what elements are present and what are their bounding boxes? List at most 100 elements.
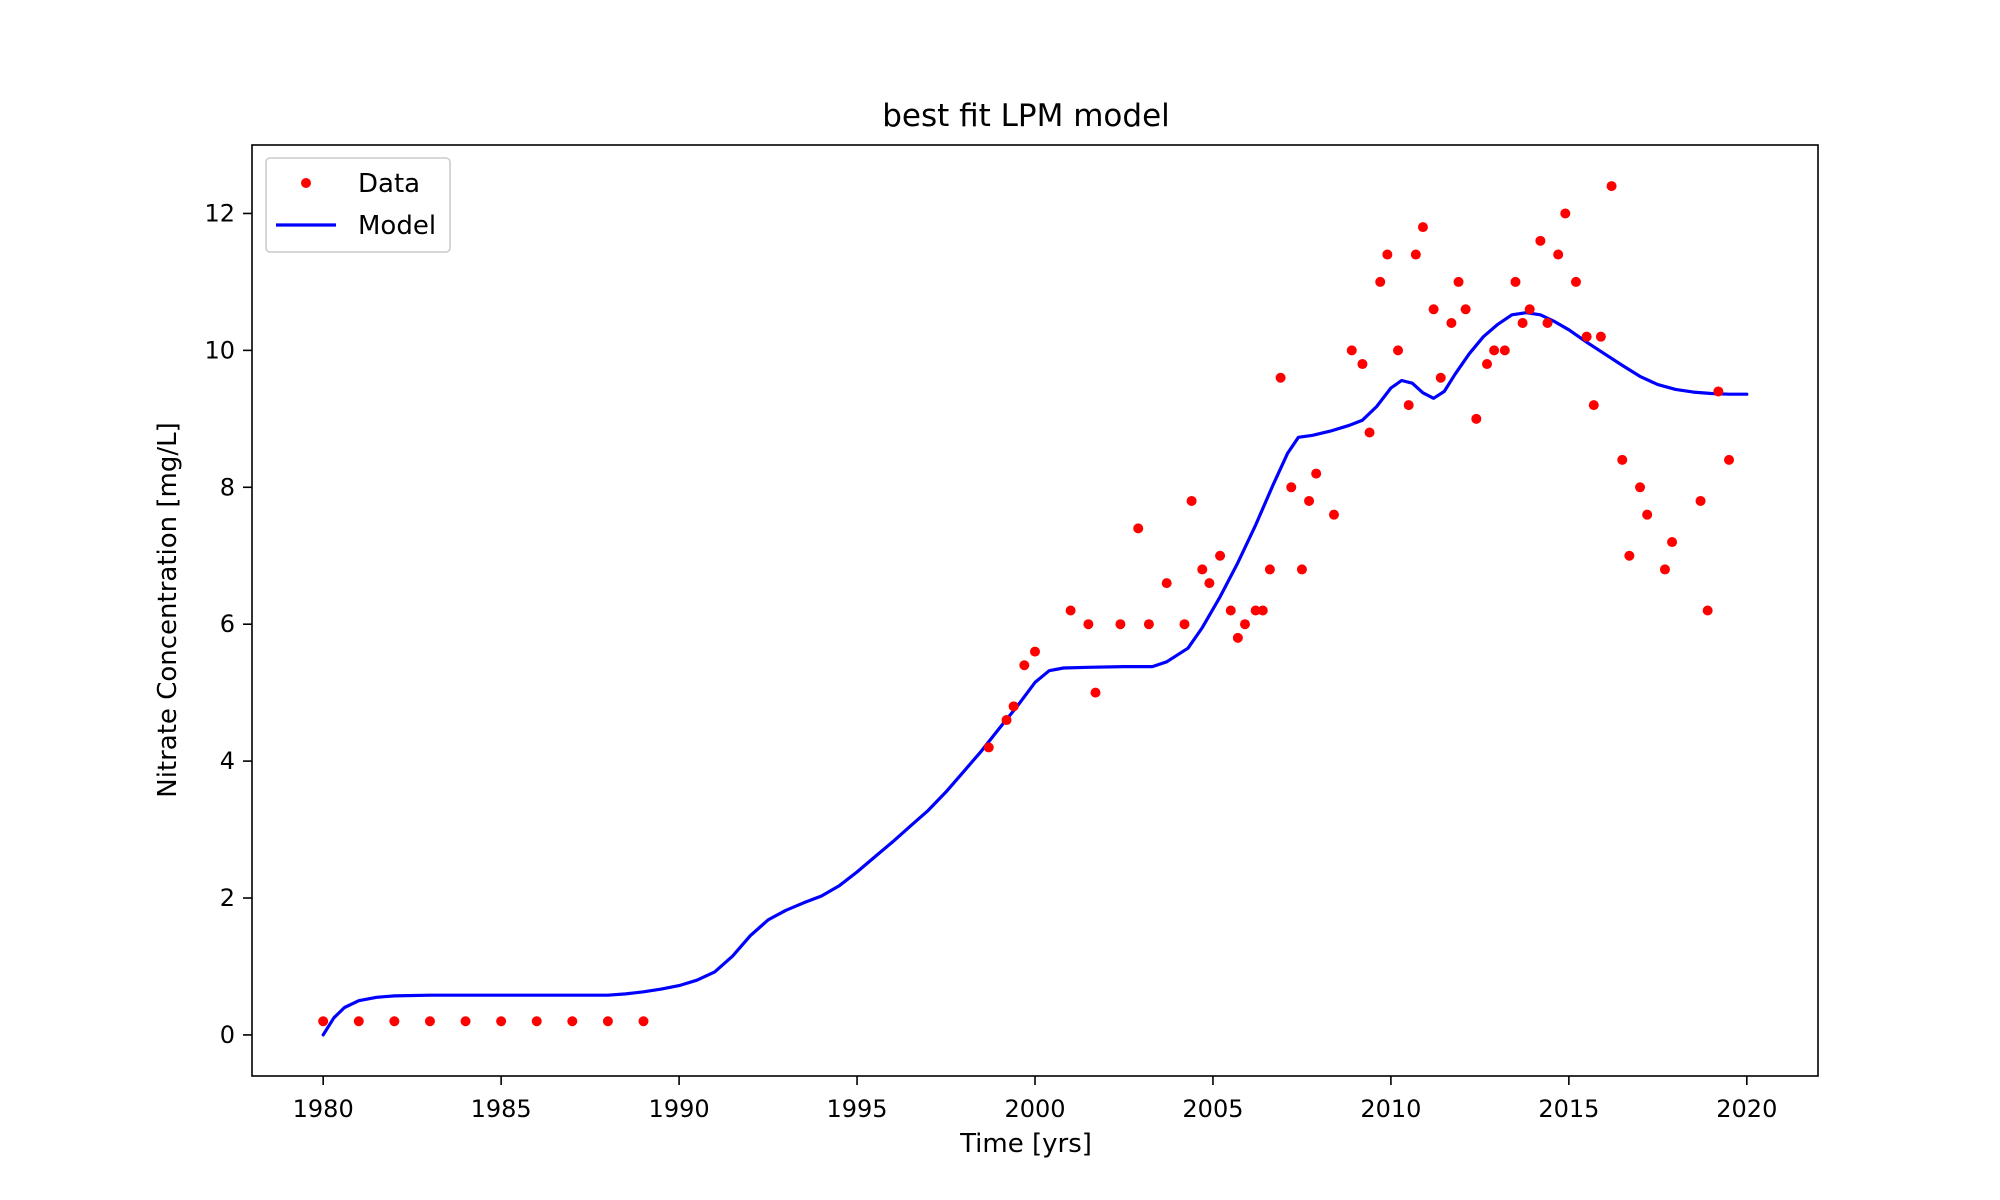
data-point bbox=[1133, 523, 1144, 534]
data-point bbox=[353, 1016, 364, 1027]
data-point bbox=[389, 1016, 400, 1027]
data-point bbox=[1595, 331, 1606, 342]
data-point bbox=[1695, 495, 1706, 506]
data-point bbox=[602, 1016, 613, 1027]
y-axis-title: Nitrate Concentration [mg/L] bbox=[153, 422, 183, 798]
data-point bbox=[1204, 578, 1215, 589]
y-tick-label: 10 bbox=[204, 336, 235, 364]
data-point bbox=[1225, 605, 1236, 616]
data-point bbox=[1296, 564, 1307, 575]
data-point bbox=[1606, 181, 1617, 192]
legend-label: Data bbox=[358, 169, 420, 199]
data-point bbox=[1581, 331, 1592, 342]
x-tick-label: 1985 bbox=[471, 1095, 532, 1123]
data-point bbox=[1489, 345, 1500, 356]
data-point bbox=[1499, 345, 1510, 356]
y-axis: 0 2 4 6 8 10 12 bbox=[204, 199, 252, 1049]
chart-title: best fit LPM model bbox=[882, 98, 1170, 134]
data-point bbox=[1517, 317, 1528, 328]
data-point bbox=[1570, 276, 1581, 287]
data-point bbox=[1453, 276, 1464, 287]
x-tick-label: 2005 bbox=[1182, 1095, 1243, 1123]
x-tick-label: 2015 bbox=[1538, 1095, 1599, 1123]
data-point bbox=[1197, 564, 1208, 575]
x-tick-label: 2020 bbox=[1716, 1095, 1777, 1123]
data-point bbox=[1328, 509, 1339, 520]
legend-label: Model bbox=[358, 211, 436, 241]
data-point bbox=[1393, 345, 1404, 356]
data-point bbox=[1713, 386, 1724, 397]
y-tick-label: 8 bbox=[220, 473, 235, 501]
data-point bbox=[460, 1016, 471, 1027]
y-tick-label: 6 bbox=[220, 610, 235, 638]
data-point bbox=[1275, 372, 1286, 383]
data-point bbox=[1588, 400, 1599, 411]
data-point bbox=[1264, 564, 1275, 575]
data-point bbox=[1161, 578, 1172, 589]
data-point bbox=[1471, 413, 1482, 424]
data-point bbox=[1553, 249, 1564, 260]
data-point bbox=[1115, 619, 1126, 630]
data-point bbox=[1001, 715, 1012, 726]
data-point bbox=[1428, 304, 1439, 315]
x-axis: 1980 1985 1990 1995 2000 2005 2010 2015 2020 bbox=[293, 1076, 1777, 1123]
data-point bbox=[1624, 550, 1635, 561]
data-point bbox=[638, 1016, 649, 1027]
data-point bbox=[1357, 359, 1368, 370]
x-tick-label: 1990 bbox=[649, 1095, 710, 1123]
legend-box bbox=[265, 157, 451, 253]
data-point bbox=[424, 1016, 435, 1027]
x-tick-label: 1980 bbox=[293, 1095, 354, 1123]
data-point bbox=[531, 1016, 542, 1027]
data-point bbox=[1143, 619, 1154, 630]
y-tick-label: 12 bbox=[204, 199, 235, 227]
data-point bbox=[1642, 509, 1653, 520]
data-point bbox=[1542, 317, 1553, 328]
data-point bbox=[1659, 564, 1670, 575]
data-point bbox=[1215, 550, 1226, 561]
data-point bbox=[1030, 646, 1040, 657]
data-point bbox=[1446, 317, 1457, 328]
data-point bbox=[1008, 701, 1019, 712]
data-point bbox=[1482, 359, 1493, 370]
x-tick-label: 2010 bbox=[1360, 1095, 1421, 1123]
data-point bbox=[1179, 619, 1190, 630]
data-point bbox=[1090, 687, 1101, 698]
data-point bbox=[1510, 276, 1521, 287]
data-point bbox=[1065, 605, 1076, 616]
legend-marker-data bbox=[301, 178, 311, 188]
data-point bbox=[1257, 605, 1268, 616]
data-point bbox=[1186, 495, 1197, 506]
data-point bbox=[1346, 345, 1357, 356]
data-point bbox=[983, 742, 994, 753]
x-axis-title: Time [yrs] bbox=[959, 1129, 1092, 1159]
data-point bbox=[318, 1016, 329, 1027]
y-tick-label: 0 bbox=[220, 1021, 235, 1049]
y-tick-label: 2 bbox=[220, 884, 235, 912]
data-point bbox=[496, 1016, 507, 1027]
plot-area bbox=[251, 144, 1819, 1077]
data-point bbox=[1535, 235, 1546, 246]
data-point bbox=[1403, 400, 1414, 411]
data-point bbox=[1417, 222, 1428, 233]
x-tick-label: 1995 bbox=[827, 1095, 888, 1123]
data-point bbox=[1617, 454, 1628, 465]
data-point bbox=[1724, 454, 1735, 465]
data-point bbox=[1460, 304, 1471, 315]
data-point bbox=[1524, 304, 1535, 315]
data-point bbox=[567, 1016, 578, 1027]
data-point bbox=[1364, 427, 1375, 438]
data-point bbox=[1304, 495, 1315, 506]
data-point bbox=[1250, 605, 1261, 616]
data-point bbox=[1232, 632, 1243, 643]
data-point bbox=[1375, 276, 1386, 287]
data-point bbox=[1286, 482, 1297, 493]
data-point bbox=[1410, 249, 1421, 260]
data-point bbox=[1635, 482, 1646, 493]
data-point bbox=[1702, 605, 1713, 616]
data-point bbox=[1382, 249, 1393, 260]
legend: Data Model bbox=[265, 157, 451, 253]
data-point bbox=[1667, 537, 1678, 548]
data-point bbox=[1435, 372, 1446, 383]
